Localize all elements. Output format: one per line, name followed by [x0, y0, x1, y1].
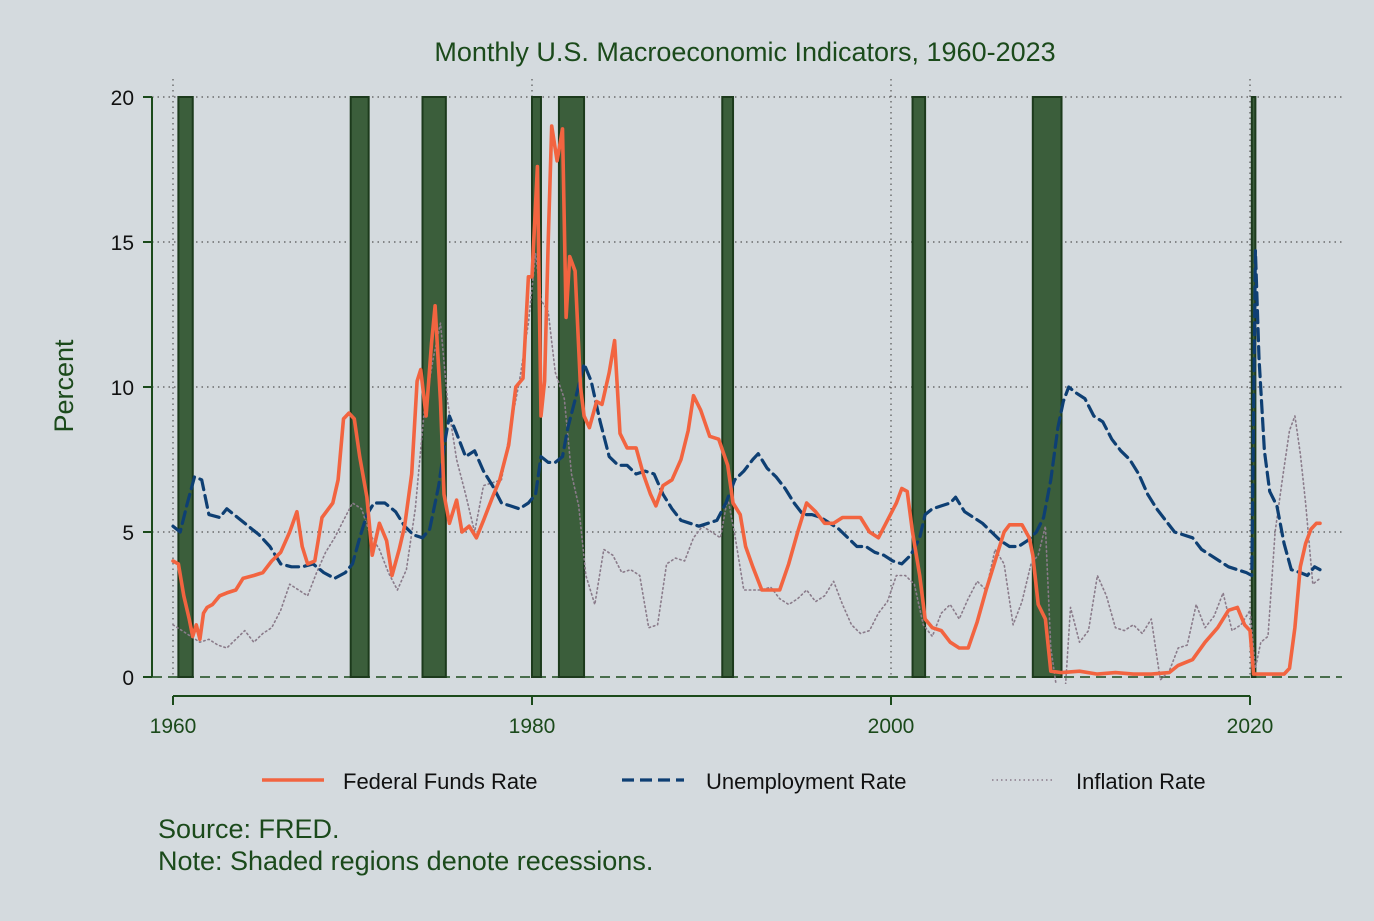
x-axis-ticks: 1960 1980 2000 2020: [150, 695, 1274, 738]
series-line-solid: [171, 124, 1322, 676]
y-tick-label: 15: [111, 232, 134, 255]
recession-bar: [349, 96, 370, 678]
x-tick-label: 1960: [150, 715, 197, 738]
y-tick-label: 10: [111, 377, 134, 400]
y-axis-ticks: 0 5 10 15 20: [111, 87, 153, 690]
y-tick-label: 5: [122, 522, 134, 545]
y-tick-label: 20: [111, 87, 134, 110]
grid-lines: [152, 79, 1342, 678]
source-note: Source: FRED.: [158, 814, 340, 844]
series-line-dotted: [172, 252, 1321, 684]
y-axis-label: Percent: [49, 339, 79, 433]
legend-label: Federal Funds Rate: [343, 769, 537, 794]
recession-bar: [1031, 96, 1063, 678]
x-tick-label: 2000: [868, 715, 915, 738]
chart-title: Monthly U.S. Macroeconomic Indicators, 1…: [434, 37, 1055, 67]
series-lines: [171, 124, 1322, 684]
recession-bar: [721, 96, 735, 678]
legend: Federal Funds Rate Unemployment Rate Infla…: [262, 769, 1206, 794]
x-tick-label: 2020: [1227, 715, 1274, 738]
recession-note: Note: Shaded regions denote recessions.: [158, 846, 653, 876]
series-line-dashed: [171, 249, 1322, 580]
legend-label: Unemployment Rate: [706, 769, 907, 794]
recession-bar: [421, 96, 447, 678]
legend-label: Inflation Rate: [1076, 769, 1206, 794]
y-tick-label: 0: [122, 667, 134, 690]
recession-bar: [177, 96, 194, 678]
x-tick-label: 1980: [509, 715, 556, 738]
